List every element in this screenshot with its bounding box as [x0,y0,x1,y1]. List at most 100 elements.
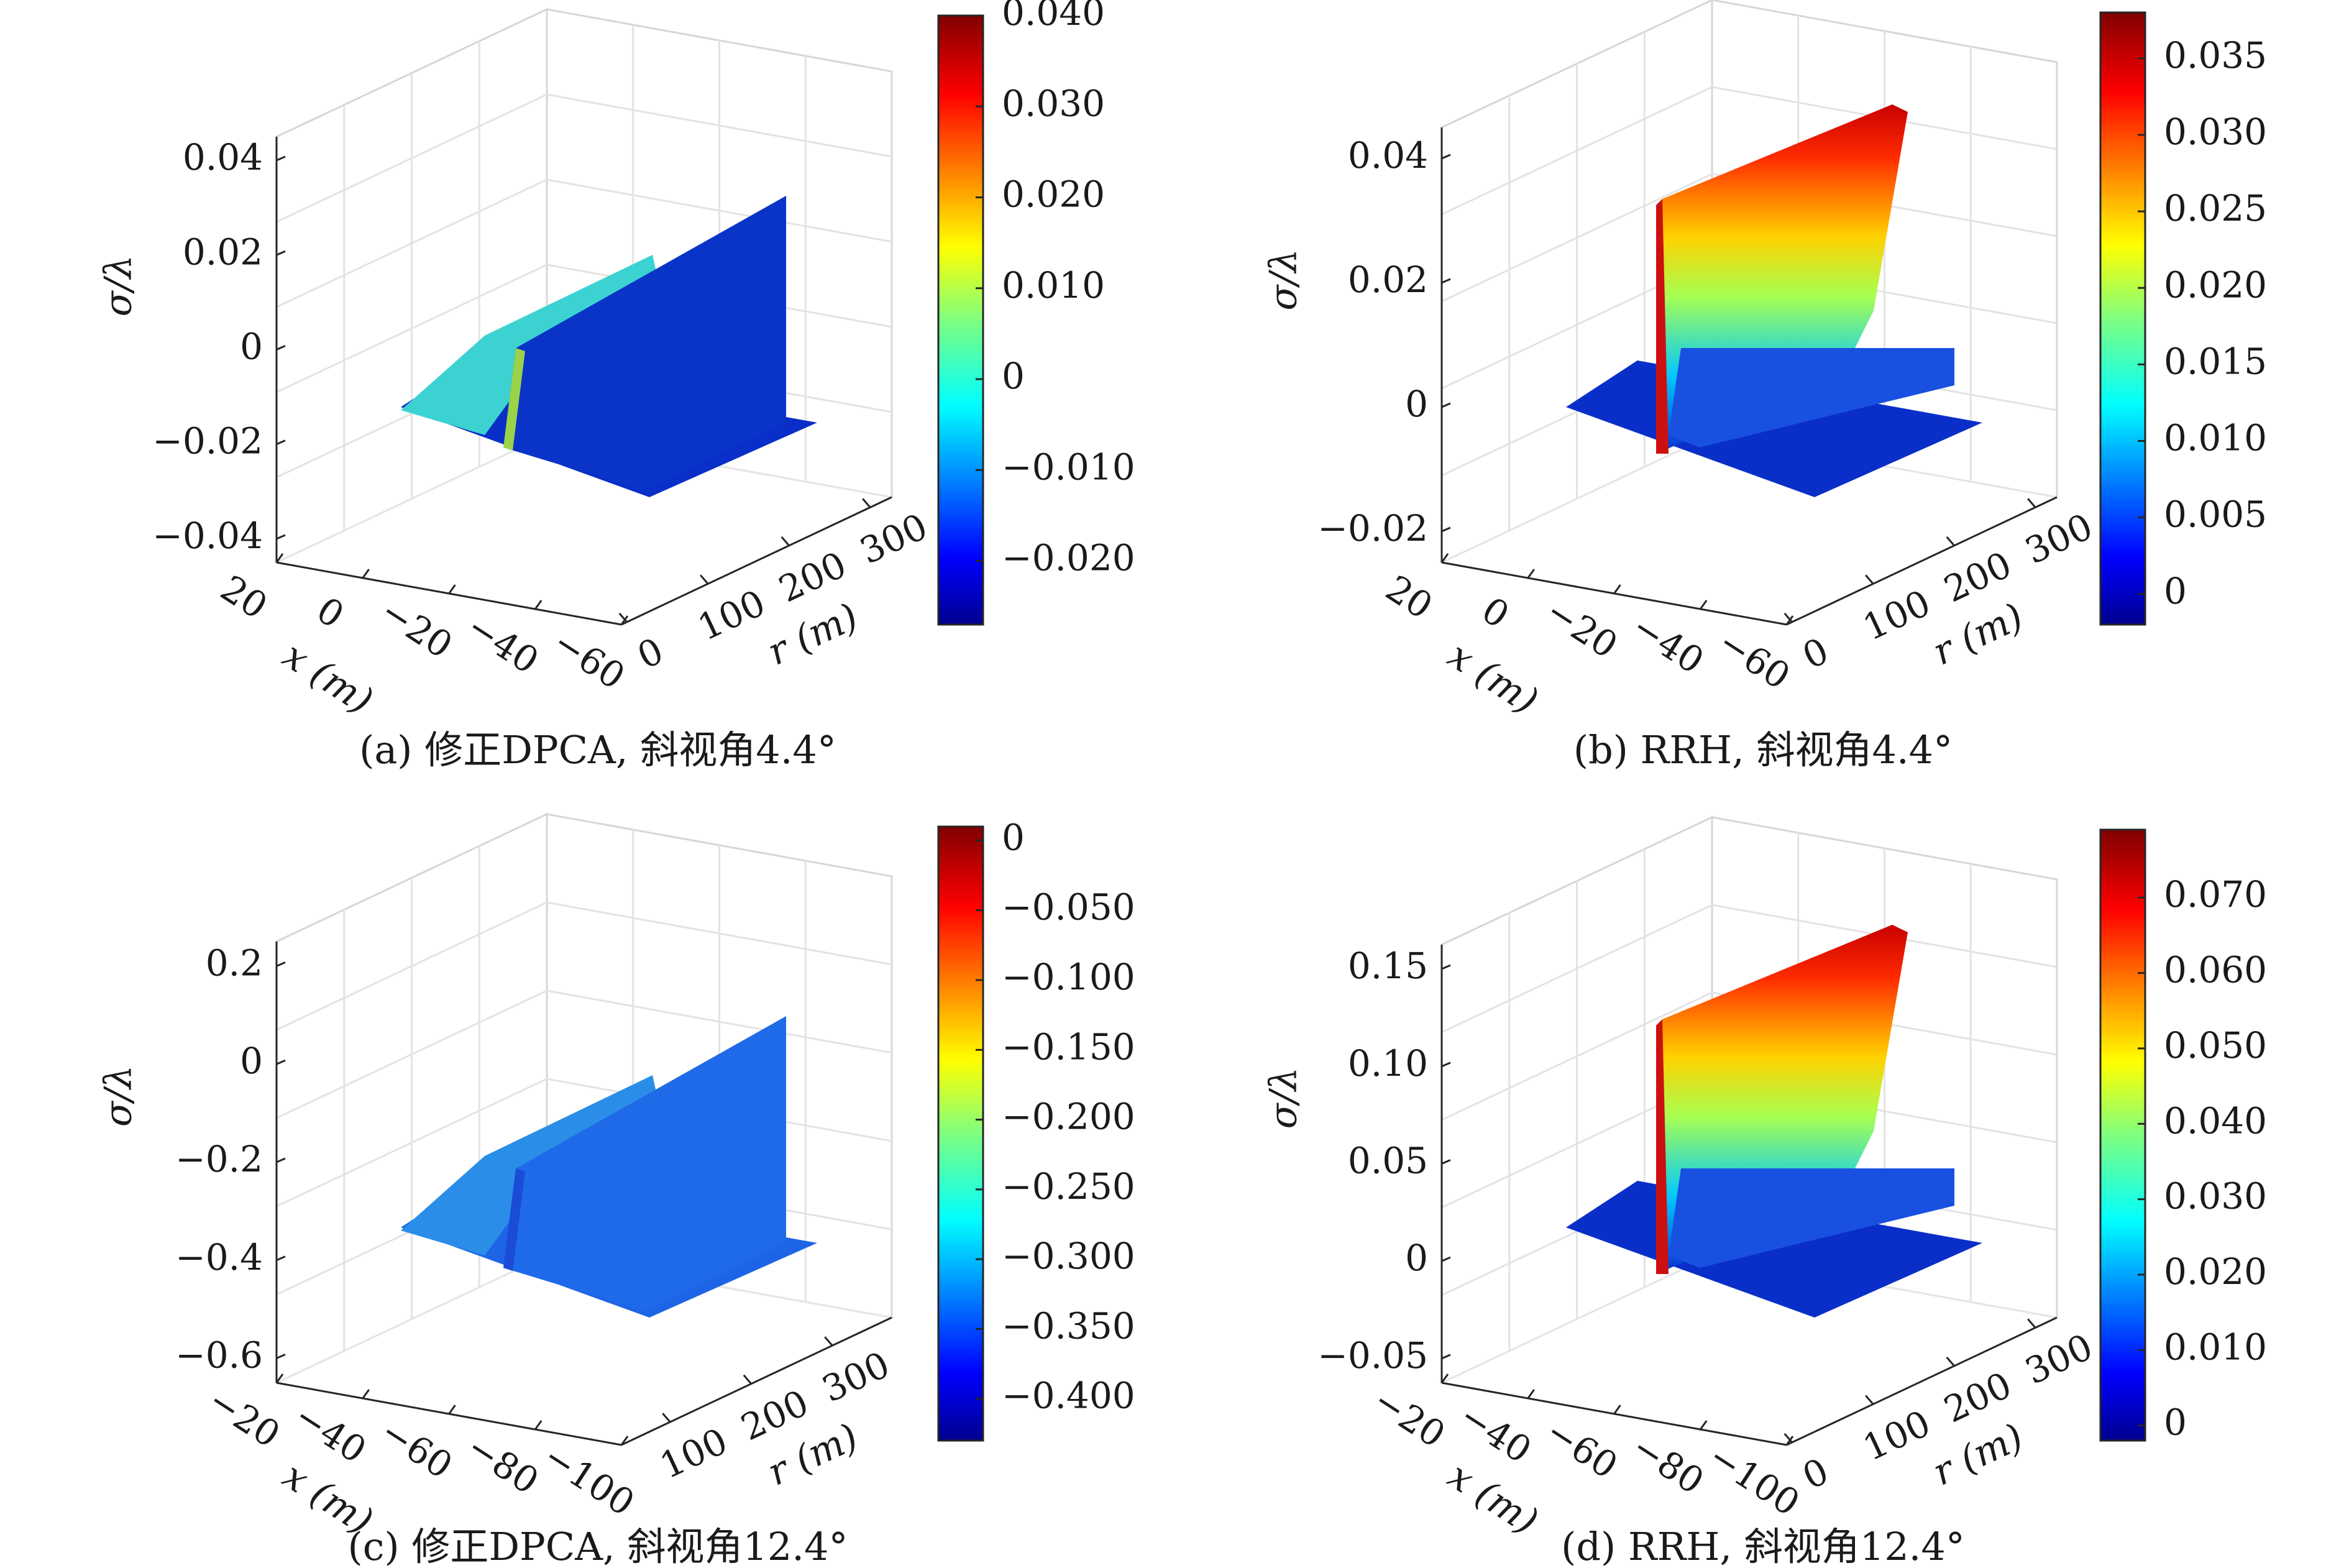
x-tick [1440,1373,1449,1383]
r-tick [700,574,709,585]
r-tick [662,1413,671,1423]
grid-line [276,901,547,1031]
colorbar-tick-label: 0.070 [2164,873,2267,915]
x-tick [362,569,370,579]
r-tick-label: 0 [1797,630,1835,677]
r-tick-label: 300 [2019,1326,2099,1393]
r-tick-label: 100 [654,1419,734,1487]
colorbar [2099,828,2146,1442]
grid-line [1441,173,1713,303]
surface-low-wall [1669,348,1954,447]
z-tick-label: 0.2 [206,942,263,984]
z-axis-label: σ/λ [1262,1067,1306,1129]
colorbar-tick-label: −0.300 [1002,1235,1135,1277]
z-tick-label: −0.6 [175,1334,263,1377]
z-tick-label: 0.05 [1348,1140,1428,1182]
surface [1566,925,1982,1318]
grid-line [546,178,892,243]
x-tick-label: 0 [309,589,351,636]
x-tick [1527,1389,1535,1399]
z-tick-label: 0 [1405,383,1428,425]
panel-caption: (b) RRH, 斜视角4.4° [1573,727,1953,773]
panel-a: 0.040.020−0.02−0.04σ/λ20 0 −20 −40 −60x (m) 0… [97,0,1135,773]
colorbar [2099,11,2146,626]
colorbar-tick-label: 0 [2164,570,2187,612]
x-tick [448,584,456,594]
x-tick [1700,600,1708,610]
surface-low-wall [1669,1168,1954,1268]
r-tick-label: 300 [2019,505,2099,572]
colorbar-tick-label: 0.025 [2164,187,2267,229]
z-tick [1441,1256,1451,1262]
surface-peak-edge [1656,1019,1669,1274]
z-tick [276,534,286,540]
colorbar-tick-label: 0.020 [1002,173,1105,216]
x-axis-label: x (m) [1440,1454,1545,1543]
colorbar-tick-label: 0.010 [2164,417,2267,459]
surface-ridge-wall [503,1016,786,1311]
r-tick-label: 100 [1857,1402,1937,1469]
grid-line [546,93,892,158]
x-tick [1613,1405,1621,1414]
r-axis-line [1786,496,2058,626]
colorbar-tick-label: −0.400 [1002,1375,1135,1417]
colorbar-tick-label: −0.050 [1002,886,1135,928]
x-tick [1700,1420,1708,1430]
colorbar-tick-label: 0.010 [1002,264,1105,306]
x-tick-label: −40 [459,605,546,682]
z-tick-label: 0.02 [1348,259,1428,301]
grid-line [276,178,547,308]
z-tick-label: 0.15 [1348,945,1428,987]
r-axis-line [1786,1316,2058,1446]
z-axis-label: σ/λ [97,1065,140,1127]
x-tick-label: 20 [213,567,275,627]
surface-ridge-wall [503,196,786,491]
colorbar-tick-label: −0.150 [1002,1025,1135,1068]
surface-ridge-edge [503,1168,525,1271]
z-tick [1441,1061,1451,1068]
x-tick [534,600,543,610]
grid-line [546,901,892,966]
z-tick-label: −0.02 [1317,507,1428,549]
surface [401,196,817,497]
z-tick [276,1255,286,1262]
r-tick [862,498,871,508]
x-tick-label: −60 [373,1410,460,1487]
colorbar-tick-label: 0.060 [2164,949,2267,991]
z-tick [1441,278,1451,284]
colorbar-tick-label: 0 [2164,1401,2187,1444]
x-tick [275,553,284,563]
r-axis-line [621,1316,892,1446]
x-tick-label: 0 [1474,589,1516,636]
grid-line [276,264,547,393]
grid-line [1441,991,1713,1121]
r-tick-label: 300 [854,505,934,572]
z-tick-label: −0.2 [175,1138,263,1180]
colorbar-tick-label: 0.035 [2164,34,2267,76]
colorbar-tick-label: −0.250 [1002,1165,1135,1208]
x-tick [1613,584,1621,594]
z-axis-label: σ/λ [1262,249,1306,310]
panel-caption: (a) 修正DPCA, 斜视角4.4° [359,727,836,773]
x-tick-label: −100 [1701,1435,1807,1524]
colorbar-tick-label: −0.020 [1002,537,1135,579]
z-tick-label: −0.4 [175,1236,263,1278]
z-tick-label: 0.02 [183,231,263,273]
x-tick-label: −60 [1538,1410,1625,1487]
r-tick [2027,498,2036,508]
colorbar-tick-label: 0.030 [1002,82,1105,124]
r-tick [743,1374,752,1385]
x-tick [620,1436,629,1446]
r-tick [618,612,628,623]
colorbar-tick-label: 0.020 [2164,1250,2267,1293]
x-tick-label: −20 [1538,590,1625,667]
x-tick-label: −80 [459,1426,546,1503]
z-tick [1441,526,1451,533]
colorbar-tick-label: −0.200 [1002,1096,1135,1138]
colorbar-tick-label: −0.010 [1002,446,1135,488]
z-tick [276,1354,286,1359]
z-tick [276,1059,286,1065]
r-tick [1865,574,1874,585]
